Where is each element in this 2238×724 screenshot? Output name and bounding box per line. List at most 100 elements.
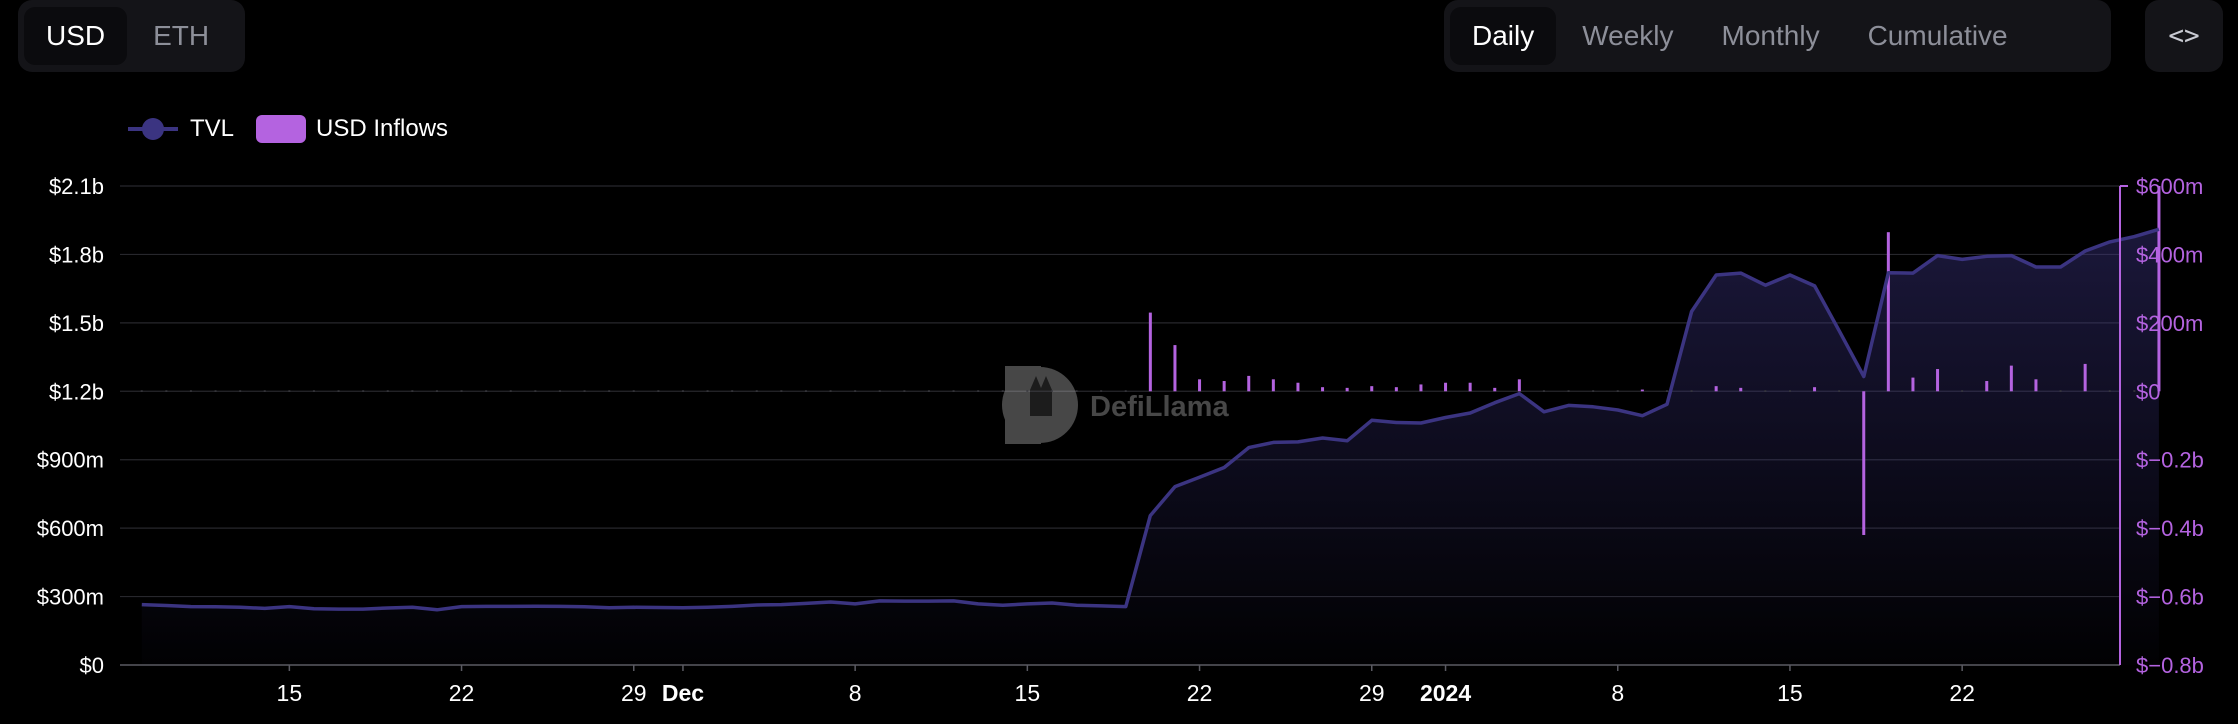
y-right-tick-label: $−0.4b <box>2136 516 2204 541</box>
y-right-tick-label: $−0.2b <box>2136 448 2204 473</box>
y-right-tick-label: $200m <box>2136 311 2203 336</box>
inflow-bar <box>1838 390 1841 392</box>
inflow-bar <box>1296 382 1300 392</box>
x-tick-label: 15 <box>277 680 303 706</box>
x-tick-label: 22 <box>1187 680 1213 706</box>
tvl-legend-marker <box>126 117 180 141</box>
inflow-bar <box>460 390 463 392</box>
inflow-bar <box>878 390 881 392</box>
y-left-tick-label: $1.8b <box>49 242 104 267</box>
inflow-bar <box>1124 390 1127 392</box>
inflow-bars <box>140 186 2161 535</box>
inflow-bar <box>829 390 832 392</box>
inflow-bar <box>2059 390 2062 392</box>
x-tick-label: 8 <box>849 680 862 706</box>
watermark-text: DefiLlama <box>1090 391 1229 423</box>
inflow-bar <box>1862 391 1866 535</box>
monthly-button[interactable]: Monthly <box>1721 20 1820 51</box>
tvl-legend-label: TVL <box>190 115 235 142</box>
y-left-tick-label: $1.5b <box>49 311 104 336</box>
inflow-bar <box>2083 363 2087 392</box>
x-tick-label: 2024 <box>1420 680 1471 706</box>
y-left-tick-label: $2.1b <box>49 174 104 199</box>
inflow-bar <box>239 390 242 392</box>
x-tick-label: 8 <box>1611 680 1624 706</box>
inflow-bar <box>1813 387 1817 392</box>
tvl-area <box>141 229 2159 666</box>
y-left-tick-label: $0 <box>80 653 104 678</box>
inflow-bar <box>288 390 291 392</box>
inflow-bar <box>1690 390 1693 392</box>
y-left-tick-label: $600m <box>37 516 104 541</box>
inflow-bar <box>977 390 980 392</box>
usd-button[interactable]: USD <box>24 7 128 65</box>
inflow-bar <box>312 390 315 392</box>
x-tick-label: Dec <box>662 680 704 706</box>
inflow-bar <box>903 390 906 392</box>
inflow-bar <box>1886 232 1890 392</box>
inflow-bar <box>2034 379 2038 392</box>
llama-logo-icon <box>1002 367 1078 443</box>
eth-button[interactable]: ETH <box>153 20 210 51</box>
inflow-bar <box>780 390 783 392</box>
code-brackets-icon: <> <box>2168 21 2200 51</box>
inflow-bar <box>1542 390 1545 392</box>
inflow-bar <box>189 390 192 392</box>
legend-item-usd-inflows[interactable]: USD Inflows <box>256 115 448 143</box>
llama-logo-bar <box>1005 366 1041 444</box>
y-right-tick-label: $600m <box>2136 174 2203 199</box>
inflow-bar <box>1714 386 1718 392</box>
inflow-bar <box>1665 390 1668 392</box>
inflow-bar <box>165 390 168 392</box>
inflow-bar <box>1640 389 1644 392</box>
inflow-bar <box>1764 390 1767 392</box>
defillama-watermark: DefiLlama <box>1002 366 1229 444</box>
axes <box>120 185 2128 671</box>
y-left-tick-label: $300m <box>37 585 104 610</box>
inflow-bar <box>706 390 709 392</box>
embed-button[interactable]: <> <box>2145 0 2223 72</box>
weekly-button[interactable]: Weekly <box>1582 20 1674 51</box>
y-left-tick-label: $1.2b <box>49 379 104 404</box>
inflow-bar <box>1222 381 1226 392</box>
inflow-bar <box>583 390 586 392</box>
inflow-bar <box>1936 369 1940 392</box>
inflow-bar <box>1739 387 1743 392</box>
inflow-bar <box>755 390 758 392</box>
inflow-bar <box>1321 387 1325 392</box>
inflow-bar <box>386 390 389 392</box>
inflows-legend-marker <box>256 115 307 143</box>
x-tick-label: 22 <box>449 680 475 706</box>
inflow-bar <box>952 390 955 392</box>
inflow-bar <box>1370 386 1374 392</box>
inflow-bar <box>1001 390 1004 392</box>
inflow-bar <box>1444 382 1448 392</box>
inflow-bar <box>854 390 857 392</box>
y-right-tick-label: $−0.6b <box>2136 585 2204 610</box>
inflow-bar <box>1394 387 1398 392</box>
inflow-bar <box>337 390 340 392</box>
cumulative-button[interactable]: Cumulative <box>1867 20 2008 51</box>
inflow-bar <box>927 390 930 392</box>
inflow-bar <box>1345 387 1349 392</box>
legend-item-tvl[interactable]: TVL <box>126 115 234 143</box>
inflow-bar <box>534 390 537 392</box>
currency-toggle: USD ETH <box>18 0 245 72</box>
x-tick-label: 15 <box>1015 680 1041 706</box>
inflow-bar <box>1592 390 1595 392</box>
inflow-bar <box>1100 390 1103 392</box>
y-right-tick-label: $0 <box>2136 379 2160 404</box>
inflow-bar <box>509 390 512 392</box>
inflow-bar <box>681 390 684 392</box>
inflow-bar <box>1493 387 1497 392</box>
llama-head-icon <box>1030 376 1052 416</box>
inflow-bar <box>485 390 488 392</box>
inflow-bar <box>1075 390 1078 392</box>
period-toggle: Daily Weekly Monthly Cumulative <box>1444 0 2111 72</box>
inflow-bar <box>263 390 266 392</box>
daily-button[interactable]: Daily <box>1450 7 1557 65</box>
x-tick-label: 29 <box>621 680 647 706</box>
inflow-bar <box>2133 390 2136 392</box>
inflow-bar <box>558 390 561 392</box>
